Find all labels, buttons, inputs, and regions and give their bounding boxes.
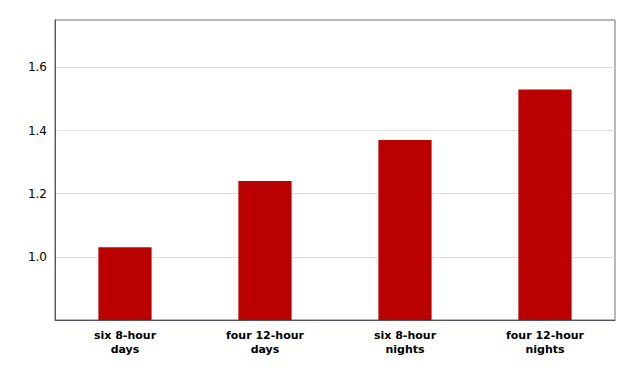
svg-text:four 12-hour: four 12-hour xyxy=(506,329,585,342)
svg-text:days: days xyxy=(251,343,280,356)
svg-text:six 8-hour: six 8-hour xyxy=(94,329,157,342)
svg-text:1.4: 1.4 xyxy=(28,124,47,138)
svg-text:six 8-hour: six 8-hour xyxy=(374,329,437,342)
svg-text:four 12-hour: four 12-hour xyxy=(226,329,305,342)
svg-text:1.0: 1.0 xyxy=(28,250,47,264)
svg-text:1.6: 1.6 xyxy=(28,60,47,74)
svg-text:nights: nights xyxy=(525,343,565,356)
svg-text:nights: nights xyxy=(385,343,425,356)
svg-text:days: days xyxy=(111,343,140,356)
svg-text:1.2: 1.2 xyxy=(28,187,47,201)
